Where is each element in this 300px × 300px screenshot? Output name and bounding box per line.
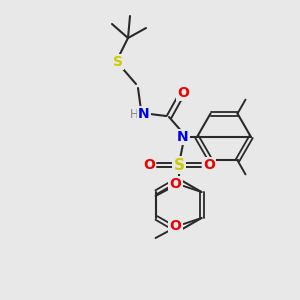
Text: S: S	[113, 55, 123, 69]
Text: S: S	[173, 158, 184, 172]
Text: O: O	[203, 158, 215, 172]
Text: N: N	[138, 107, 150, 121]
Text: H: H	[130, 107, 138, 121]
Text: O: O	[177, 86, 189, 100]
Text: O: O	[143, 158, 155, 172]
Text: O: O	[169, 177, 181, 191]
Text: O: O	[169, 219, 181, 233]
Text: N: N	[177, 130, 189, 144]
